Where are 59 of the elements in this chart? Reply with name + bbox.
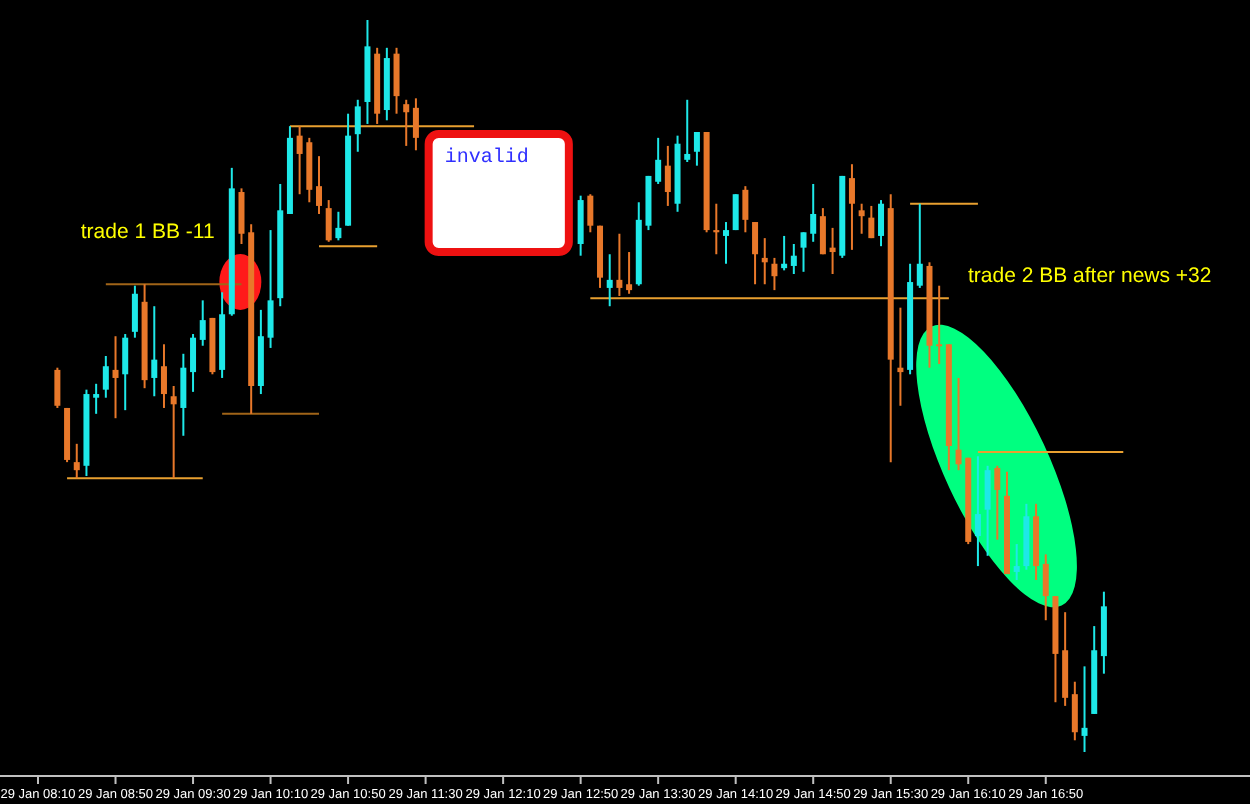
- candlestick: [180, 352, 187, 437]
- candlestick: [354, 98, 361, 153]
- candlestick: [752, 221, 759, 286]
- candlestick: [267, 229, 274, 349]
- candlestick: [974, 455, 981, 568]
- candlestick: [626, 251, 633, 295]
- candlestick: [858, 202, 865, 235]
- candlestick: [868, 204, 875, 240]
- candlestick: [790, 242, 797, 275]
- candlestick: [577, 194, 584, 257]
- candlestick: [761, 237, 768, 286]
- candlestick: [655, 136, 662, 185]
- candlestick: [102, 354, 109, 399]
- candlestick: [984, 464, 991, 557]
- annotation: trade 2 BB after news +32: [968, 264, 1212, 288]
- candlestick: [722, 221, 729, 265]
- candlestick: [412, 97, 419, 152]
- candlestick: [151, 305, 158, 398]
- candlestick: [829, 226, 836, 275]
- candlestick: [122, 333, 129, 412]
- candlestick: [73, 442, 80, 480]
- candlestick: [616, 232, 623, 297]
- candlestick: [848, 163, 855, 251]
- candlestick: [325, 199, 332, 243]
- candlestick: [54, 366, 61, 409]
- candlestick: [1062, 611, 1069, 707]
- candlestick: [781, 234, 788, 272]
- candlestick: [238, 187, 245, 245]
- candlestick: [587, 193, 594, 234]
- candlestick: [131, 284, 138, 339]
- candlestick: [403, 98, 410, 147]
- candlestick: [112, 335, 119, 420]
- candlestick: [335, 210, 342, 242]
- candlestick: [93, 382, 100, 415]
- candlestick: [1013, 543, 1020, 581]
- candlestick: [1081, 665, 1088, 753]
- candlestick: [160, 343, 167, 409]
- annotation: invalid: [444, 146, 529, 170]
- candlestick: [664, 144, 671, 207]
- candlestick: [693, 131, 700, 167]
- candlestick: [878, 199, 885, 248]
- candlestick: [713, 202, 720, 256]
- candlestick: [732, 193, 739, 232]
- candlestick: [771, 256, 778, 292]
- candlestick: [606, 253, 613, 308]
- annotation: trade 1 BB -11: [80, 220, 215, 244]
- candlestick: [199, 299, 206, 347]
- candlestick: [190, 333, 197, 393]
- candlestick: [1042, 553, 1049, 622]
- candlestick: [916, 202, 923, 289]
- candlestick: [393, 46, 400, 115]
- candlestick: [819, 207, 826, 256]
- candlestick: [936, 284, 943, 366]
- candlestick: [170, 385, 177, 480]
- candlestick: [994, 464, 1001, 541]
- candlestick: [742, 185, 749, 234]
- candlestick: [897, 306, 904, 407]
- candlestick: [1071, 680, 1078, 742]
- candlestick: [316, 155, 323, 215]
